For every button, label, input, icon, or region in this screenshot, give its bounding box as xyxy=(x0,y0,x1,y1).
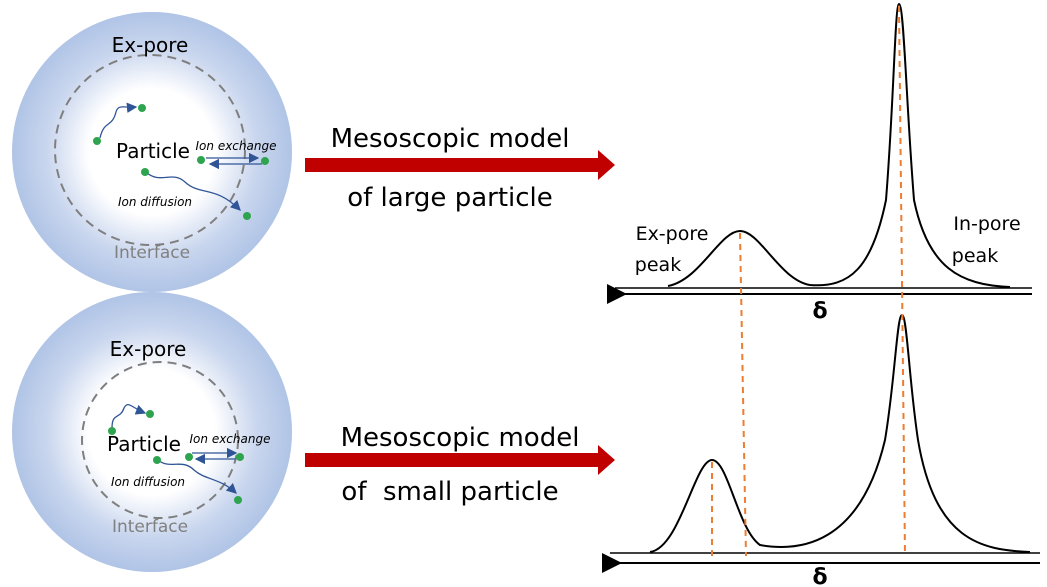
spectrum-top: Ex-pore peak In-pore peak δ xyxy=(607,2,1032,324)
spectrum-curve xyxy=(667,2,1011,288)
particle-bottom: Ex-pore Particle Ion exchange Ion diffus… xyxy=(12,292,292,572)
diffusion-label: Ion diffusion xyxy=(118,195,192,209)
model-label: of small particle xyxy=(341,477,558,507)
guide-line xyxy=(739,232,747,557)
delta-label: δ xyxy=(812,299,827,324)
delta-label: δ xyxy=(812,565,827,587)
in-pore-peak-label: In-pore xyxy=(953,213,1020,235)
interface-ring xyxy=(54,54,246,246)
diffusion-path xyxy=(157,459,237,494)
exchange-label: Ion exchange xyxy=(190,432,271,446)
spectrum-curve xyxy=(649,313,1031,553)
particle-circle xyxy=(12,12,292,292)
diffusion-path xyxy=(145,171,241,211)
ions xyxy=(93,104,269,220)
ex-pore-peak-label: peak xyxy=(635,254,681,276)
ions xyxy=(108,410,244,504)
particle-top: Ex-pore Particle Ion exchange Ion diffus… xyxy=(12,12,292,292)
model-arrow xyxy=(305,445,615,475)
interface-ring xyxy=(81,361,239,519)
particle-circle xyxy=(12,292,292,572)
model-label: Mesoscopic model xyxy=(331,124,570,154)
interface-label: Interface xyxy=(112,517,188,537)
guide-line xyxy=(898,5,906,557)
ex-pore-label: Ex-pore xyxy=(110,337,187,361)
ex-pore-label: Ex-pore xyxy=(112,33,189,57)
particle-label: Particle xyxy=(116,139,190,163)
spectrum-bottom: δ xyxy=(602,313,1040,587)
diffusion-path xyxy=(99,102,138,139)
exchange-label: Ion exchange xyxy=(196,139,277,153)
diffusion-path xyxy=(111,404,147,429)
diffusion-label: Ion diffusion xyxy=(111,475,185,489)
model-arrow xyxy=(305,150,615,180)
model-label: of large particle xyxy=(347,183,553,213)
particle-label: Particle xyxy=(107,432,181,456)
ex-pore-peak-label: Ex-pore xyxy=(636,223,709,245)
interface-label: Interface xyxy=(114,243,190,263)
in-pore-peak-label: peak xyxy=(952,245,998,267)
model-label: Mesoscopic model xyxy=(341,423,580,453)
